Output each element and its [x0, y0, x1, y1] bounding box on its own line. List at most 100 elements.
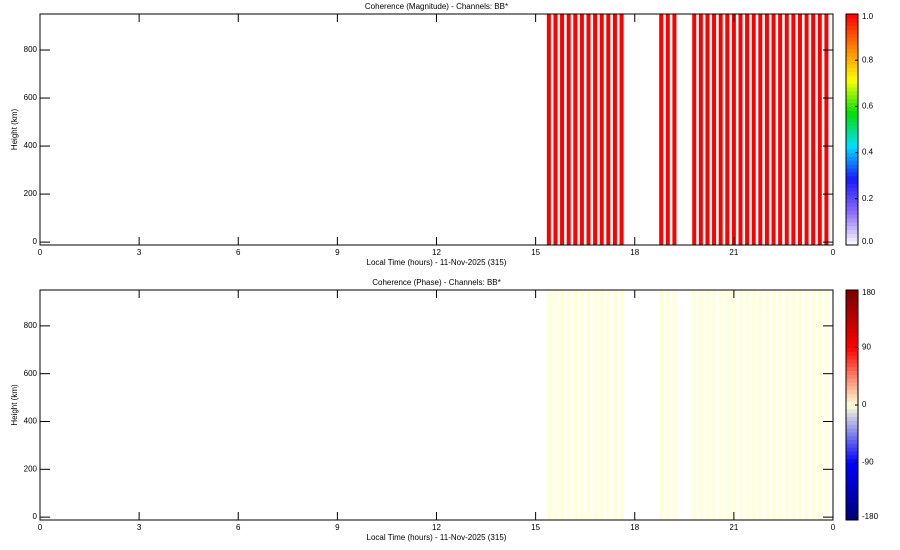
colorbar-cell — [846, 397, 858, 402]
colorbar-cell — [846, 439, 858, 444]
data-stripe — [599, 290, 604, 520]
colorbar-cell — [846, 237, 858, 242]
x-axis-label: Local Time (hours) - 11-Nov-2025 (315) — [367, 258, 507, 267]
data-stripe — [738, 14, 743, 245]
colorbar-cell — [846, 497, 858, 502]
y-tick-label: 0 — [33, 237, 38, 246]
y-tick-label: 600 — [24, 93, 38, 102]
colorbar-cell — [846, 443, 858, 448]
colorbar-cell — [846, 14, 858, 19]
colorbar-cell — [846, 214, 858, 219]
x-axis-label: Local Time (hours) - 11-Nov-2025 (315) — [367, 533, 507, 542]
colorbar-cell — [846, 17, 858, 23]
data-stripe — [705, 14, 710, 245]
colorbar-cell — [846, 351, 858, 356]
data-stripe — [784, 290, 789, 520]
colorbar-cell — [846, 67, 858, 73]
data-stripe — [817, 290, 822, 520]
colorbar-cell — [846, 477, 858, 483]
y-tick-label: 200 — [24, 189, 38, 198]
y-axis-label: Height (km) — [10, 108, 19, 150]
colorbar-cell — [846, 175, 858, 181]
colorbar-cell — [846, 229, 858, 234]
data-stripe — [751, 14, 756, 245]
colorbar-cell — [846, 91, 858, 96]
colorbar-cell — [846, 152, 858, 157]
colorbar-cell — [846, 374, 858, 379]
colorbar-cell — [846, 241, 858, 246]
data-stripe — [804, 290, 809, 520]
colorbar-cell — [846, 56, 858, 61]
data-stripe — [824, 14, 829, 245]
x-tick-label: 6 — [236, 248, 241, 257]
colorbar-tick-label: 0.8 — [862, 55, 874, 64]
data-stripe — [692, 290, 697, 520]
colorbar-cell — [846, 366, 858, 371]
x-tick-label: 18 — [630, 523, 639, 532]
colorbar-cell — [846, 148, 858, 154]
data-stripe — [758, 14, 763, 245]
colorbar-cell — [846, 71, 858, 77]
data-stripe — [771, 290, 776, 520]
colorbar-cell — [846, 110, 858, 115]
data-stripe — [764, 14, 769, 245]
data-stripe — [751, 290, 756, 520]
data-stripe — [817, 14, 822, 245]
data-stripe — [824, 290, 829, 520]
colorbar-cell — [846, 336, 858, 341]
colorbar-cell — [846, 202, 858, 207]
colorbar-tick-label: 180 — [862, 288, 876, 297]
colorbar-cell — [846, 305, 858, 310]
data-stripe — [553, 290, 558, 520]
colorbar-cell — [846, 64, 858, 69]
data-stripe — [778, 14, 783, 245]
colorbar-cell — [846, 194, 858, 200]
colorbar-cell — [846, 332, 858, 337]
colorbar-cell — [846, 328, 858, 333]
colorbar-cell — [846, 87, 858, 92]
colorbar-cell — [846, 141, 858, 146]
colorbar-cell — [846, 33, 858, 38]
y-tick-label: 400 — [24, 417, 38, 426]
colorbar-cell — [846, 512, 858, 517]
x-tick-label: 15 — [531, 248, 540, 257]
colorbar-cell — [846, 516, 858, 521]
y-tick-label: 800 — [24, 45, 38, 54]
data-stripe — [804, 14, 809, 245]
colorbar-cell — [846, 25, 858, 30]
colorbar-tick-label: 1.0 — [862, 12, 874, 21]
colorbar-cell — [846, 466, 858, 471]
colorbar-cell — [846, 500, 858, 506]
colorbar-cell — [846, 168, 858, 173]
data-stripe — [619, 14, 624, 245]
data-stripe — [698, 14, 703, 245]
chart-title: Coherence (Magnitude) - Channels: BB* — [365, 2, 508, 11]
colorbar-cell — [846, 451, 858, 456]
colorbar-cell — [846, 102, 858, 107]
x-tick-label: 15 — [531, 523, 540, 532]
colorbar-cell — [846, 454, 858, 460]
colorbar-cell — [846, 489, 858, 494]
x-tick-label: 12 — [432, 523, 441, 532]
data-stripe — [811, 290, 816, 520]
colorbar-cell — [846, 125, 858, 130]
data-stripe — [771, 14, 776, 245]
colorbar-cell — [846, 206, 858, 211]
data-stripe — [619, 290, 624, 520]
colorbar-cell — [846, 385, 858, 391]
y-tick-label: 0 — [33, 512, 38, 521]
data-stripe — [659, 14, 664, 245]
colorbar-cell — [846, 106, 858, 111]
colorbar-cell — [846, 339, 858, 345]
colorbar-cell — [846, 428, 858, 433]
colorbar-cell — [846, 424, 858, 429]
data-stripe — [659, 290, 664, 520]
colorbar-cell — [846, 405, 858, 410]
colorbar-cell — [846, 83, 858, 88]
colorbar-cell — [846, 389, 858, 394]
data-stripe — [612, 14, 617, 245]
colorbar-cell — [846, 233, 858, 238]
data-stripe — [745, 290, 750, 520]
data-stripe — [745, 14, 750, 245]
